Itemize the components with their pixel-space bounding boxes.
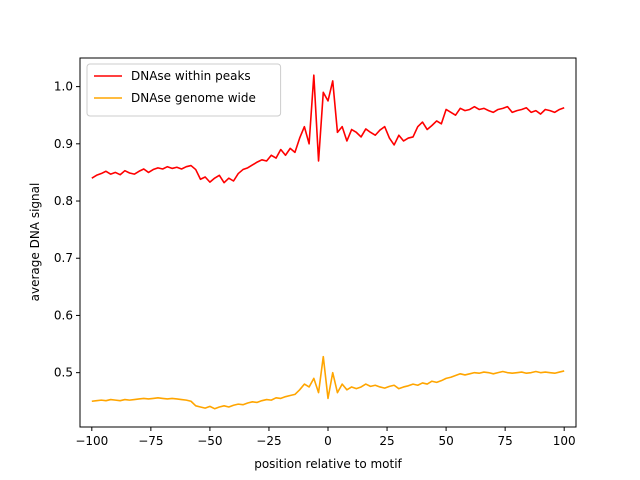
legend-box [86,63,282,117]
y-tick-label: 0.6 [54,308,73,322]
x-tick-label: 50 [438,434,453,448]
x-axis: −100 −75 −50 −25 0 25 50 75 100 [75,427,576,448]
y-axis: 0.5 0.6 0.7 0.8 0.9 1.0 [54,80,80,380]
x-tick-label: −100 [75,434,108,448]
x-tick-label: 0 [324,434,332,448]
x-tick-label: −75 [138,434,163,448]
x-axis-label: position relative to motif [254,457,402,471]
x-tick-label: 100 [553,434,576,448]
y-tick-label: 0.5 [54,366,73,380]
x-tick-label: 75 [498,434,513,448]
series-line-0 [91,74,565,184]
legend-label-1: DNAse genome wide [131,91,256,105]
y-tick-label: 0.9 [54,137,73,151]
plot-series [91,74,565,410]
y-tick-label: 1.0 [54,80,73,94]
y-tick-label: 0.7 [54,251,73,265]
legend-label-0: DNAse within peaks [131,69,251,83]
x-tick-label: 25 [379,434,394,448]
legend: DNAse within peaks DNAse genome wide [86,63,282,117]
y-axis-label: average DNA signal [28,183,42,302]
x-tick-label: −50 [197,434,222,448]
y-tick-label: 0.8 [54,194,73,208]
x-tick-label: −25 [256,434,281,448]
series-line-1 [91,355,565,410]
